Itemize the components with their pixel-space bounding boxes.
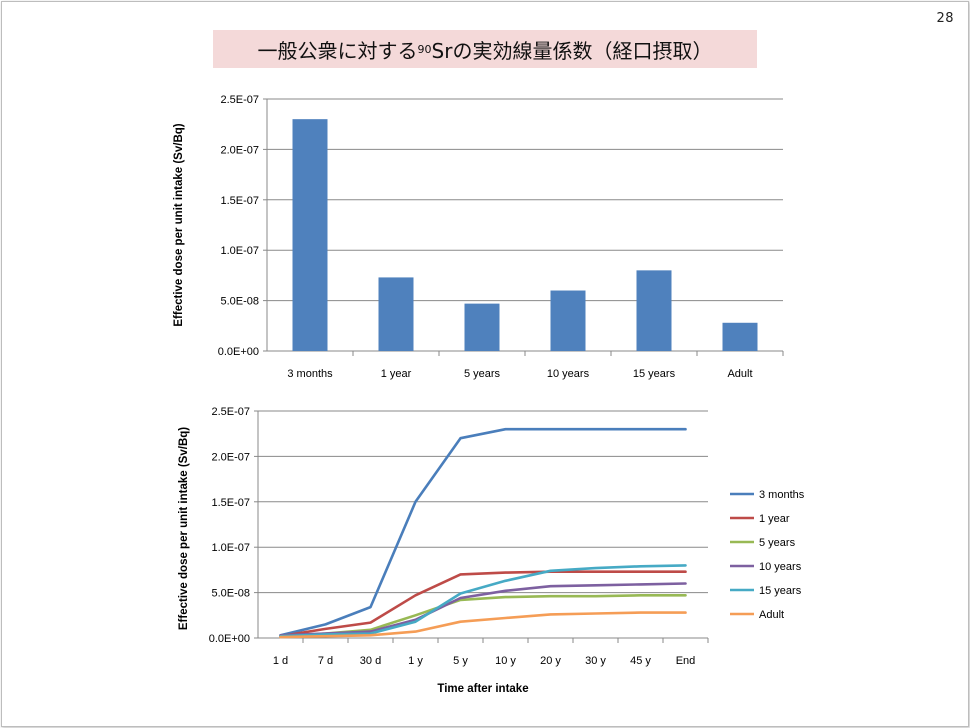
bar [378,277,414,351]
series-line [279,611,687,639]
x-tick-label: 10 years [547,368,590,380]
x-tick-label: 30 y [585,655,606,667]
x-tick-label: 1 y [408,655,423,667]
x-tick-label: 45 y [630,655,651,667]
legend-label: 3 months [759,489,805,501]
title-text-after: Srの実効線量係数（経口摂取） [431,38,713,63]
bar [550,290,586,351]
legend-label: 15 years [759,585,802,597]
series-line [279,564,687,638]
x-tick-label: 10 y [495,655,516,667]
x-tick-label: 3 months [287,368,333,380]
y-axis-title: Effective dose per unit intake (Sv/Bq) [173,123,185,326]
y-tick-label: 1.5E-07 [220,195,259,207]
x-tick-label: 20 y [540,655,561,667]
series-line [279,594,687,638]
x-tick-label: 15 years [633,368,676,380]
x-tick-label: 7 d [318,655,333,667]
series-line [279,570,687,638]
legend-label: 5 years [759,537,796,549]
y-tick-label: 2.5E-07 [211,406,250,418]
series-line [279,427,687,637]
legend-label: 1 year [759,513,790,525]
x-tick-label: End [676,655,696,667]
y-tick-label: 2.0E-07 [211,451,250,463]
y-tick-label: 1.0E-07 [220,245,259,257]
legend-label: Adult [759,609,784,621]
page-number: 28 [936,11,954,26]
line-chart: 0.0E+00 5.0E-08 1.0E-07 1.5E-07 2.0E-07 2.5E-… [178,406,805,695]
bar-chart: 0.0E+00 5.0E-08 1.0E-07 1.5E-07 2.0E-07 2.5E-… [173,94,784,380]
y-tick-label: 1.5E-07 [211,497,250,509]
slide-title: 一般公衆に対する 90 Srの実効線量係数（経口摂取） [213,30,757,68]
x-tick-label: 5 years [464,368,501,380]
series-line [279,582,687,637]
x-axis-title: Time after intake [437,683,528,695]
x-tick-label: 5 y [453,655,468,667]
x-tick-label: 1 year [381,368,412,380]
bar [464,303,500,351]
y-tick-label: 1.0E-07 [211,542,250,554]
bar [636,270,672,351]
y-tick-label: 0.0E+00 [209,633,250,645]
y-tick-label: 5.0E-08 [220,296,259,308]
bar [292,119,328,351]
x-tick-label: 30 d [360,655,381,667]
title-superscript: 90 [417,42,432,56]
x-tick-label: Adult [727,368,752,380]
title-text-before: 一般公衆に対する [257,38,418,63]
x-tick-label: 1 d [273,655,288,667]
y-tick-label: 2.0E-07 [220,144,259,156]
bar [722,322,758,351]
legend-label: 10 years [759,561,802,573]
y-tick-label: 0.0E+00 [218,346,259,358]
y-tick-label: 5.0E-08 [211,588,250,600]
y-tick-label: 2.5E-07 [220,94,259,106]
y-axis-title: Effective dose per unit intake (Sv/Bq) [178,427,190,630]
